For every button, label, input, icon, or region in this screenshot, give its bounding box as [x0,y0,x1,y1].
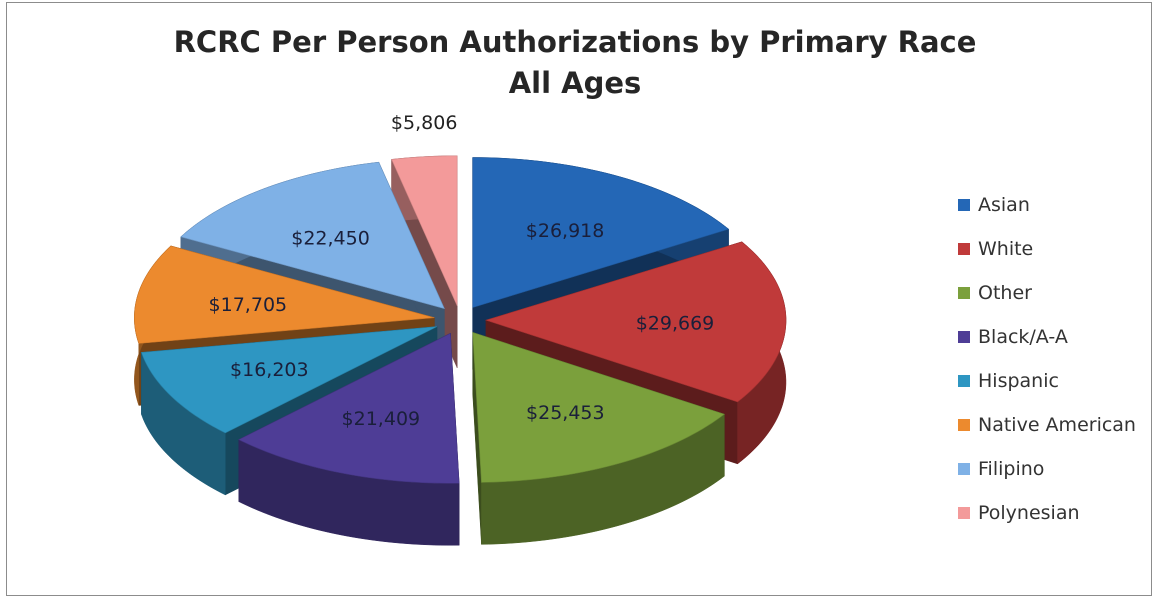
pie-slice-top [472,332,725,483]
legend-label: Native American [978,414,1136,436]
legend-swatch [958,419,970,431]
pie-slice-top [485,241,787,403]
legend-item: Native American [958,403,1148,447]
pie-slice-top [472,157,730,308]
data-label: $26,918 [526,220,605,242]
legend-swatch [958,199,970,211]
chart-subtitle: All Ages [508,66,642,100]
legend-label: Polynesian [978,502,1080,524]
pie-slice-top [140,326,438,434]
data-label: $21,409 [342,408,421,430]
legend-label: Asian [978,194,1030,216]
pie-slice-top [134,245,435,344]
legend-item: Filipino [958,447,1148,491]
chart-title: RCRC Per Person Authorizations by Primar… [173,25,977,59]
legend-swatch [958,331,970,343]
pie-slice [238,332,460,546]
legend-item: Other [958,271,1148,315]
legend-item: Hispanic [958,359,1148,403]
data-label: $16,203 [230,359,309,381]
legend-swatch [958,243,970,255]
legend-label: Hispanic [978,370,1059,392]
data-label: $5,806 [391,112,457,134]
legend-item: White [958,227,1148,271]
data-label: $22,450 [291,228,370,250]
chart-title-block: RCRC Per Person Authorizations by Primar… [0,22,1150,104]
pie-slice-top [180,161,445,310]
data-label: $29,669 [636,312,715,334]
legend-item: Black/A-A [958,315,1148,359]
legend-item: Polynesian [958,491,1148,535]
legend-label: White [978,238,1034,260]
data-label: $25,453 [526,402,605,424]
legend-swatch [958,463,970,475]
legend-swatch [958,375,970,387]
pie-slice-top [391,155,458,306]
pie-slice-top [238,332,460,484]
chart-legend: Asian White Other Black/A-A Hispanic Native A… [958,183,1148,535]
legend-label: Black/A-A [978,326,1068,348]
legend-label: Filipino [978,458,1045,480]
data-label: $17,705 [209,294,288,316]
pie-slice [472,332,725,545]
legend-swatch [958,287,970,299]
legend-item: Asian [958,183,1148,227]
legend-label: Other [978,282,1032,304]
legend-swatch [958,507,970,519]
